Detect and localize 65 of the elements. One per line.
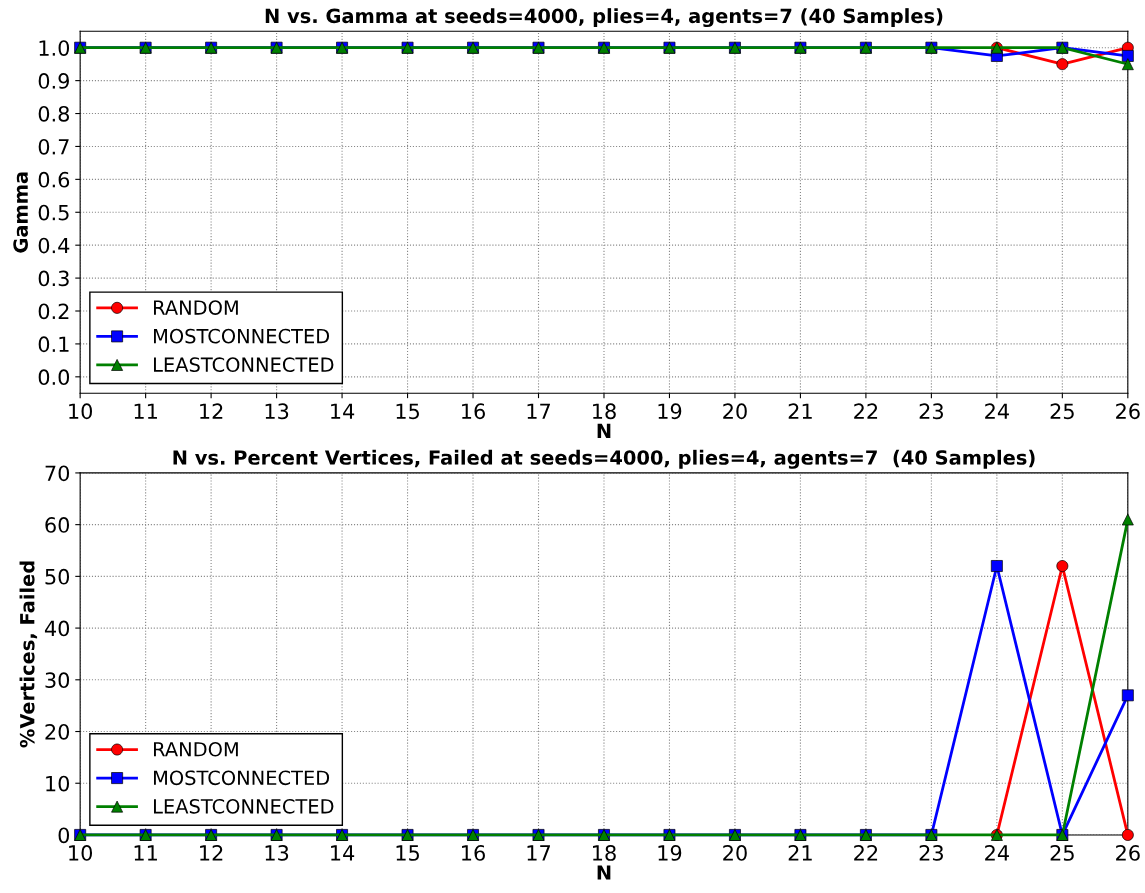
x-tick-label: 26	[1116, 845, 1140, 861]
y-tick-label: 50	[45, 568, 70, 585]
y-tick-label: 0.3	[38, 270, 69, 287]
x-tick-label: 26	[1116, 403, 1140, 420]
legend-label: LEASTCONNECTED	[154, 798, 334, 814]
x-tick-label: 11	[134, 845, 157, 861]
x-tick-label: 12	[200, 403, 223, 419]
y-tick-label: 0.1	[38, 336, 69, 353]
x-tick-label: 20	[723, 845, 747, 861]
x-tick-label: 21	[788, 403, 812, 419]
y-tick-label: 0.7	[38, 138, 69, 155]
x-tick-label: 21	[788, 845, 812, 861]
x-tick-label: 10	[69, 403, 93, 420]
y-tick-label: 20	[45, 723, 70, 740]
x-tick-label: 17	[527, 845, 550, 861]
y-tick-label: 0.8	[38, 105, 69, 122]
x-tick-label: 11	[134, 403, 157, 419]
y-tick-label: 10	[46, 775, 70, 792]
x-axis-title: N	[597, 423, 611, 438]
y-tick-label: 70	[45, 465, 70, 482]
x-tick-label: 18	[593, 403, 616, 420]
x-tick-label: 10	[69, 845, 93, 861]
x-tick-label: 17	[527, 403, 550, 419]
x-tick-label: 24	[985, 403, 1009, 419]
y-tick-label: 0.9	[38, 73, 69, 89]
x-tick-label: 12	[200, 845, 223, 861]
y-tick-label: 1.0	[39, 40, 70, 56]
x-tick-label: 13	[265, 845, 289, 861]
x-tick-label: 22	[854, 845, 878, 861]
x-tick-label: 16	[462, 845, 485, 861]
legend-label: RANDOM	[154, 300, 238, 315]
x-tick-label: 13	[265, 403, 289, 420]
y-tick-label: 0.2	[38, 303, 69, 320]
y-axis-title: %Vertices, Failed	[19, 561, 38, 748]
x-axis-title: N	[597, 865, 611, 880]
legend-label: MOSTCONNECTED	[154, 328, 330, 344]
x-tick-label: 15	[396, 845, 419, 861]
y-tick-label: 0.5	[38, 204, 69, 221]
legend-label: LEASTCONNECTED	[154, 357, 334, 373]
x-tick-label: 18	[593, 845, 616, 861]
x-tick-label: 16	[462, 403, 485, 420]
legend-label: MOSTCONNECTED	[154, 770, 330, 786]
chart-title: N vs. Gamma at seeds=4000, plies=4, agents=7 (40 Samples)	[265, 8, 943, 28]
x-tick-label: 25	[1050, 845, 1074, 861]
y-tick-label: 60	[45, 517, 70, 533]
x-tick-label: 25	[1050, 403, 1074, 420]
x-tick-label: 23	[919, 403, 943, 420]
x-tick-label: 19	[658, 845, 682, 861]
y-tick-label: 0.0	[38, 369, 70, 386]
x-tick-label: 14	[331, 403, 355, 419]
x-tick-label: 23	[919, 845, 943, 861]
x-tick-label: 19	[658, 403, 682, 420]
y-tick-label: 30	[45, 672, 70, 689]
legend-label: RANDOM	[154, 741, 238, 757]
chart-title: N vs. Percent Vertices, Failed at seeds=4000, plies=4, agents=7 (40 Samples)	[173, 449, 1035, 469]
y-tick-label: 40	[44, 620, 70, 637]
x-tick-label: 20	[723, 403, 747, 420]
x-tick-label: 14	[331, 845, 355, 861]
x-tick-label: 15	[396, 403, 419, 420]
y-tick-label: 0	[58, 827, 70, 844]
x-tick-label: 24	[985, 845, 1009, 861]
y-axis-title: Gamma	[13, 172, 28, 253]
y-tick-label: 0.6	[38, 171, 70, 188]
x-tick-label: 22	[854, 403, 878, 419]
y-tick-label: 0.4	[38, 237, 70, 254]
